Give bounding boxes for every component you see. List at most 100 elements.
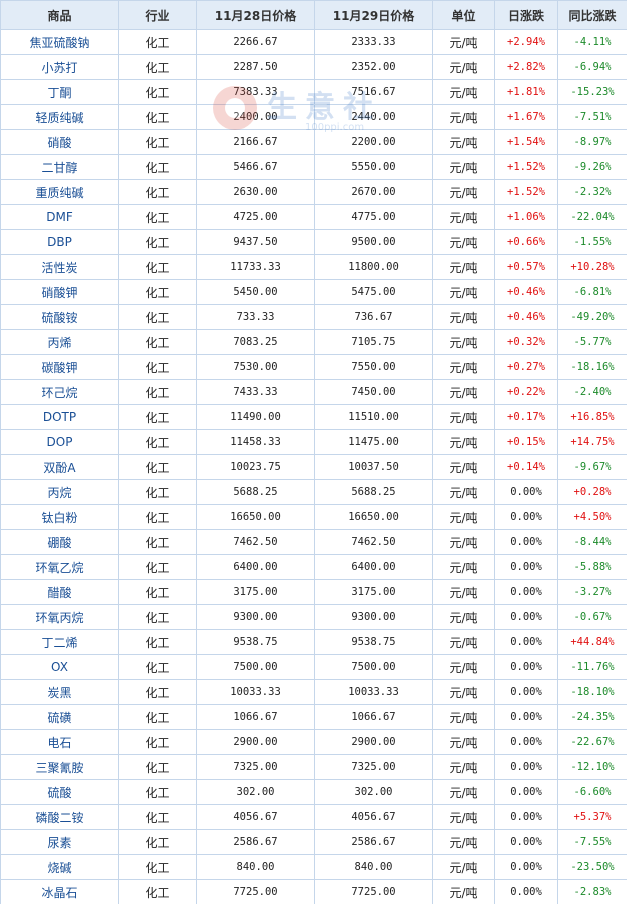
unit-cell: 元/吨 [432,179,495,205]
daily-change-cell: +0.32% [494,329,558,355]
yoy-change-cell: -6.60% [557,779,627,805]
price-nov28-cell: 4725.00 [196,204,315,230]
commodity-name-cell[interactable]: 硼酸 [0,529,119,555]
yoy-change-cell: -22.67% [557,729,627,755]
table-row: 丙烯 化工 7083.25 7105.75 元/吨 +0.32% -5.77% [0,329,627,355]
industry-cell: 化工 [118,454,197,480]
price-nov28-cell: 2900.00 [196,729,315,755]
yoy-change-cell: -49.20% [557,304,627,330]
commodity-name-cell[interactable]: 尿素 [0,829,119,855]
yoy-change-cell: -9.26% [557,154,627,180]
commodity-name-cell[interactable]: DBP [0,229,119,255]
commodity-name-cell[interactable]: 活性炭 [0,254,119,280]
table-row: 电石 化工 2900.00 2900.00 元/吨 0.00% -22.67% [0,729,627,755]
commodity-name-cell[interactable]: 三聚氰胺 [0,754,119,780]
daily-change-cell: +0.17% [494,404,558,430]
commodity-name-cell[interactable]: 硫酸 [0,779,119,805]
commodity-name-cell[interactable]: 钛白粉 [0,504,119,530]
table-row: 冰晶石 化工 7725.00 7725.00 元/吨 0.00% -2.83% [0,879,627,904]
price-nov28-cell: 5688.25 [196,479,315,505]
industry-cell: 化工 [118,179,197,205]
commodity-name-cell[interactable]: 硫磺 [0,704,119,730]
commodity-name-cell[interactable]: 二甘醇 [0,154,119,180]
yoy-change-cell: -18.16% [557,354,627,380]
table-row: 丁二烯 化工 9538.75 9538.75 元/吨 0.00% +44.84% [0,629,627,655]
commodity-name-cell[interactable]: 碳酸钾 [0,354,119,380]
price-nov29-cell: 2333.33 [314,29,433,55]
commodity-name-cell[interactable]: 轻质纯碱 [0,104,119,130]
commodity-name-cell[interactable]: DMF [0,204,119,230]
price-nov29-cell: 7500.00 [314,654,433,680]
table-row: 双酚A 化工 10023.75 10037.50 元/吨 +0.14% -9.67% [0,454,627,480]
commodity-name-cell[interactable]: 硫酸铵 [0,304,119,330]
commodity-name-cell[interactable]: 磷酸二铵 [0,804,119,830]
industry-cell: 化工 [118,304,197,330]
commodity-name-cell[interactable]: 醋酸 [0,579,119,605]
price-nov29-cell: 1066.67 [314,704,433,730]
commodity-name-cell[interactable]: 环己烷 [0,379,119,405]
commodity-name-cell[interactable]: 焦亚硫酸钠 [0,29,119,55]
unit-cell: 元/吨 [432,79,495,105]
daily-change-cell: 0.00% [494,679,558,705]
commodity-name-cell[interactable]: 冰晶石 [0,879,119,904]
industry-cell: 化工 [118,29,197,55]
commodity-name-cell[interactable]: 炭黑 [0,679,119,705]
table-row: 尿素 化工 2586.67 2586.67 元/吨 0.00% -7.55% [0,829,627,855]
table-row: 丙烷 化工 5688.25 5688.25 元/吨 0.00% +0.28% [0,479,627,505]
unit-cell: 元/吨 [432,679,495,705]
commodity-name-cell[interactable]: 小苏打 [0,54,119,80]
unit-cell: 元/吨 [432,229,495,255]
unit-cell: 元/吨 [432,404,495,430]
commodity-name-cell[interactable]: 丁酮 [0,79,119,105]
industry-cell: 化工 [118,879,197,904]
commodity-name-cell[interactable]: 电石 [0,729,119,755]
price-nov29-cell: 5688.25 [314,479,433,505]
commodity-name-cell[interactable]: 丙烯 [0,329,119,355]
price-nov28-cell: 7500.00 [196,654,315,680]
commodity-name-cell[interactable]: DOP [0,429,119,455]
commodity-name-cell[interactable]: 双酚A [0,454,119,480]
yoy-change-cell: +4.50% [557,504,627,530]
commodity-name-cell[interactable]: OX [0,654,119,680]
table-row: 硫酸 化工 302.00 302.00 元/吨 0.00% -6.60% [0,779,627,805]
daily-change-cell: 0.00% [494,579,558,605]
header-yoy-change: 同比涨跌 [557,0,627,30]
commodity-name-cell[interactable]: 丙烷 [0,479,119,505]
commodity-name-cell[interactable]: DOTP [0,404,119,430]
price-nov28-cell: 3175.00 [196,579,315,605]
yoy-change-cell: -3.27% [557,579,627,605]
table-row: 硫磺 化工 1066.67 1066.67 元/吨 0.00% -24.35% [0,704,627,730]
commodity-name-cell[interactable]: 硝酸钾 [0,279,119,305]
header-price-nov29: 11月29日价格 [314,0,433,30]
daily-change-cell: 0.00% [494,779,558,805]
commodity-name-cell[interactable]: 环氧丙烷 [0,604,119,630]
yoy-change-cell: -12.10% [557,754,627,780]
price-nov28-cell: 7462.50 [196,529,315,555]
industry-cell: 化工 [118,154,197,180]
commodity-name-cell[interactable]: 环氧乙烷 [0,554,119,580]
commodity-name-cell[interactable]: 硝酸 [0,129,119,155]
price-nov29-cell: 2900.00 [314,729,433,755]
table-row: 硝酸钾 化工 5450.00 5475.00 元/吨 +0.46% -6.81% [0,279,627,305]
commodity-name-cell[interactable]: 重质纯碱 [0,179,119,205]
daily-change-cell: 0.00% [494,854,558,880]
unit-cell: 元/吨 [432,579,495,605]
price-nov29-cell: 3175.00 [314,579,433,605]
industry-cell: 化工 [118,254,197,280]
unit-cell: 元/吨 [432,554,495,580]
price-nov29-cell: 10033.33 [314,679,433,705]
daily-change-cell: +1.81% [494,79,558,105]
daily-change-cell: +0.22% [494,379,558,405]
daily-change-cell: 0.00% [494,604,558,630]
price-nov28-cell: 2166.67 [196,129,315,155]
unit-cell: 元/吨 [432,779,495,805]
unit-cell: 元/吨 [432,804,495,830]
commodity-name-cell[interactable]: 丁二烯 [0,629,119,655]
table-header: 商品 行业 11月28日价格 11月29日价格 单位 日涨跌 同比涨跌 [0,0,627,30]
table-row: 醋酸 化工 3175.00 3175.00 元/吨 0.00% -3.27% [0,579,627,605]
table-row: 硼酸 化工 7462.50 7462.50 元/吨 0.00% -8.44% [0,529,627,555]
daily-change-cell: +0.15% [494,429,558,455]
commodity-name-cell[interactable]: 烧碱 [0,854,119,880]
yoy-change-cell: -5.88% [557,554,627,580]
